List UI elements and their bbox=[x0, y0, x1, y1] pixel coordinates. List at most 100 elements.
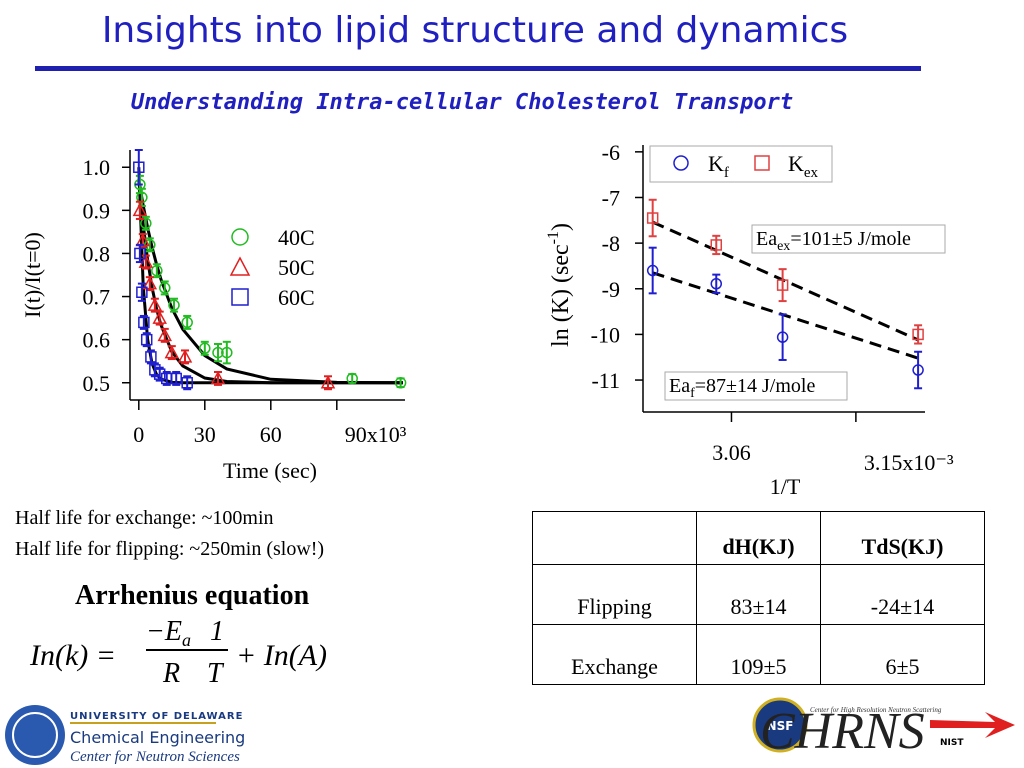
legend-marker bbox=[231, 288, 249, 306]
note: Half life for flipping: ~250min (slow!) bbox=[15, 538, 324, 560]
table-corner bbox=[532, 511, 697, 565]
table-cell: Flipping bbox=[532, 564, 697, 625]
legend-marker bbox=[231, 228, 249, 246]
point bbox=[132, 202, 148, 217]
annotation-rest: =87±14 J/mole bbox=[695, 375, 816, 397]
annotation: Eaex=101±5 J/mole bbox=[756, 228, 911, 254]
nsf: NSF bbox=[767, 719, 794, 733]
y-tick-label: -10 bbox=[591, 322, 620, 347]
legend-name: 60C bbox=[278, 285, 315, 310]
y-tick-label: 0.7 bbox=[83, 285, 111, 310]
point bbox=[221, 346, 233, 359]
annotation-text: Ea bbox=[669, 375, 690, 397]
table-cell: Exchange bbox=[532, 624, 697, 685]
point bbox=[710, 277, 723, 290]
fit-line bbox=[652, 220, 919, 342]
equation-denominator: R bbox=[162, 658, 180, 689]
point bbox=[646, 264, 659, 277]
table-cell: 109±5 bbox=[696, 624, 821, 685]
annotation-rest: =101±5 J/mole bbox=[790, 228, 911, 250]
y-axis-label: I(t)/I(t=0) bbox=[20, 232, 45, 318]
thermo-table: dH(KJ) TdS(KJ) Flipping 83±14 -24±14 Exchan… bbox=[532, 511, 985, 685]
point bbox=[776, 331, 789, 343]
y-tick-label: -8 bbox=[602, 231, 620, 256]
ud-logo: UNIVERSITY OF DELAWARE Chemical Engineer… bbox=[5, 705, 245, 765]
fit-line bbox=[652, 271, 919, 360]
legend-label: Kex bbox=[788, 151, 819, 181]
ud-seal-ring bbox=[12, 712, 58, 758]
subtitle: Understanding Intra-cellular Cholesterol… bbox=[131, 90, 793, 115]
y-tick-label: -7 bbox=[602, 185, 620, 210]
point bbox=[346, 372, 358, 385]
department: Chemical Engineering bbox=[70, 728, 245, 747]
point bbox=[212, 346, 224, 359]
legend-marker bbox=[673, 155, 689, 171]
equation-heading: Arrhenius equation bbox=[75, 580, 310, 611]
legend-name: 40C bbox=[278, 225, 315, 250]
point bbox=[140, 333, 153, 346]
table-cell: -24±14 bbox=[820, 564, 985, 625]
point bbox=[133, 161, 145, 173]
chart: 0.5 0.6 0.7 0.8 0.9 1.0 0 30 60 90x10³ Time (sec) I… bbox=[20, 149, 407, 483]
y-tick-label: 0.9 bbox=[83, 198, 111, 223]
y-tick-label: 0.5 bbox=[83, 371, 111, 396]
fit-line bbox=[137, 167, 403, 385]
y-tick-label: 1.0 bbox=[83, 155, 111, 180]
y-axis-label-part: ) bbox=[548, 223, 574, 231]
numerator-sub: a bbox=[182, 630, 191, 650]
point bbox=[170, 372, 182, 385]
point bbox=[134, 247, 146, 260]
legend-name: K bbox=[788, 151, 804, 176]
point bbox=[912, 364, 924, 376]
annotation-subscript: f bbox=[690, 386, 695, 401]
x-tick-label: 3.15x10⁻³ bbox=[864, 450, 954, 475]
point bbox=[157, 327, 173, 342]
point bbox=[181, 316, 193, 329]
chrns-logo: NSF CHRNS Center for High Resolution Neu… bbox=[752, 697, 1015, 760]
point bbox=[181, 377, 193, 389]
numerator: −E bbox=[146, 616, 182, 647]
point bbox=[145, 351, 157, 363]
legend-label: 60C bbox=[278, 285, 315, 310]
nsf-seal bbox=[752, 697, 808, 753]
table-header: TdS(KJ) bbox=[820, 511, 985, 565]
point bbox=[776, 279, 789, 291]
annotation-subscript: ex bbox=[777, 239, 790, 254]
point bbox=[136, 286, 148, 298]
point bbox=[710, 239, 723, 251]
x-tick-label: 3.06 bbox=[712, 440, 751, 465]
point bbox=[152, 310, 167, 324]
point bbox=[394, 377, 407, 389]
point bbox=[140, 217, 152, 230]
legend-label: 40C bbox=[278, 225, 315, 250]
point bbox=[142, 276, 158, 290]
point bbox=[168, 299, 180, 311]
table-cell: 6±5 bbox=[820, 624, 985, 685]
annotation-box bbox=[664, 371, 848, 401]
legend-name: K bbox=[708, 151, 724, 176]
chrns-full: Center for High Resolution Neutron Scatt… bbox=[810, 706, 942, 714]
x-tick-label: 90x10³ bbox=[345, 422, 407, 447]
note: Half life for exchange: ~100min bbox=[15, 507, 274, 529]
point bbox=[646, 212, 659, 224]
point bbox=[210, 370, 226, 385]
legend-subscript: f bbox=[724, 165, 729, 181]
legend-label: 50C bbox=[278, 255, 315, 280]
legend-marker bbox=[754, 155, 770, 171]
legend-marker bbox=[229, 256, 251, 276]
y-tick-label: 0.6 bbox=[83, 328, 111, 353]
center: Center for Neutron Sciences bbox=[70, 749, 240, 765]
point bbox=[320, 375, 336, 389]
point bbox=[147, 297, 163, 311]
point bbox=[177, 349, 193, 363]
y-axis-label-part: ln (K) (sec bbox=[548, 244, 574, 347]
y-tick-label: -11 bbox=[591, 368, 620, 393]
legend-name: 50C bbox=[278, 255, 315, 280]
y-tick-label: 0.8 bbox=[83, 241, 111, 266]
point bbox=[138, 316, 150, 329]
x-axis-label: 1/T bbox=[770, 474, 801, 499]
equation-one: 1 bbox=[210, 616, 224, 647]
x-tick-label: 0 bbox=[133, 422, 144, 447]
